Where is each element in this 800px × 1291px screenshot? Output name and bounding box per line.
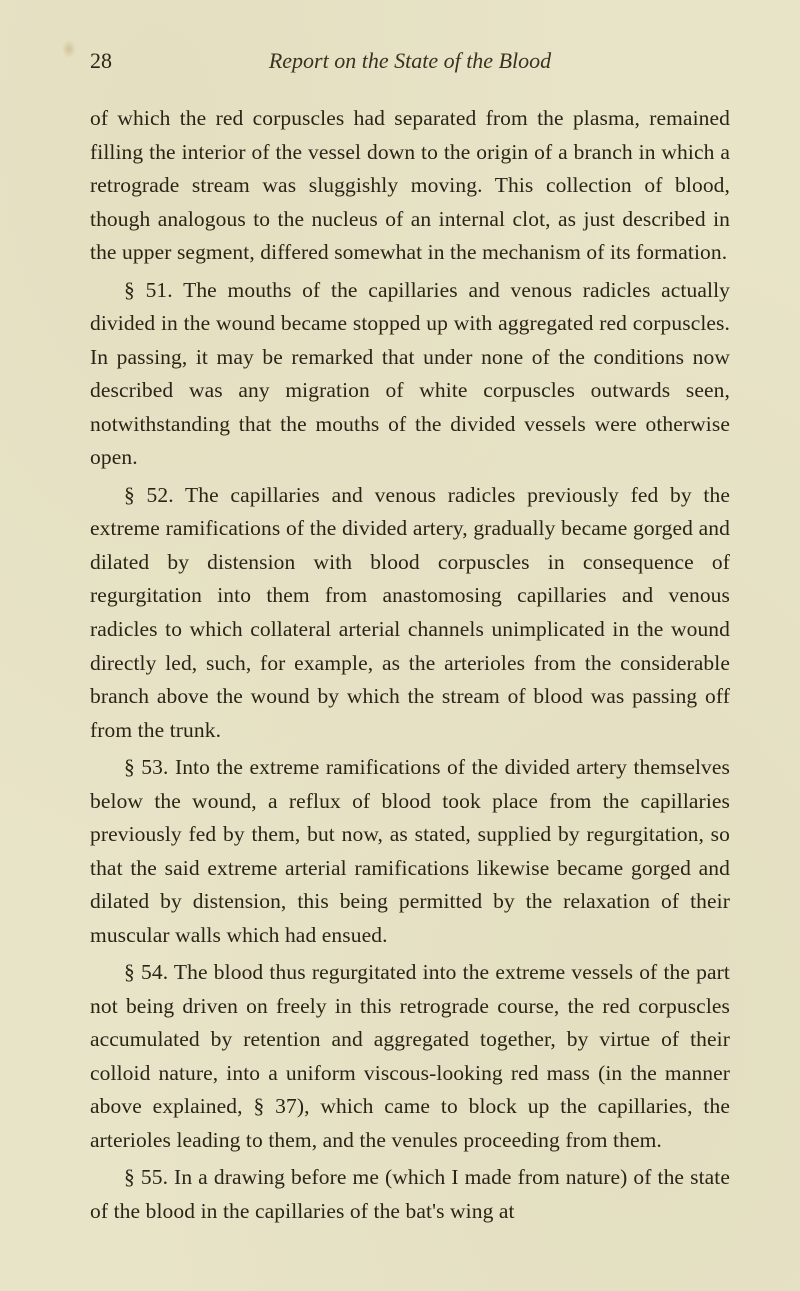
paragraph: of which the red corpuscles had separate…: [90, 102, 730, 270]
paragraph: § 54. The blood thus regurgitated into t…: [90, 956, 730, 1157]
paragraph: § 52. The capillaries and venous radicle…: [90, 479, 730, 747]
paragraph: § 55. In a drawing before me (which I ma…: [90, 1161, 730, 1228]
document-page: 28 Report on the State of the Blood of w…: [0, 0, 800, 1291]
body-text: of which the red corpuscles had separate…: [90, 102, 730, 1229]
paragraph: § 53. Into the extreme ramifications of …: [90, 751, 730, 952]
page-header: 28 Report on the State of the Blood: [90, 48, 730, 74]
running-title: Report on the State of the Blood: [150, 48, 730, 74]
page-number: 28: [90, 48, 150, 74]
paragraph: § 51. The mouths of the capillaries and …: [90, 274, 730, 475]
paper-stain: [62, 40, 76, 58]
